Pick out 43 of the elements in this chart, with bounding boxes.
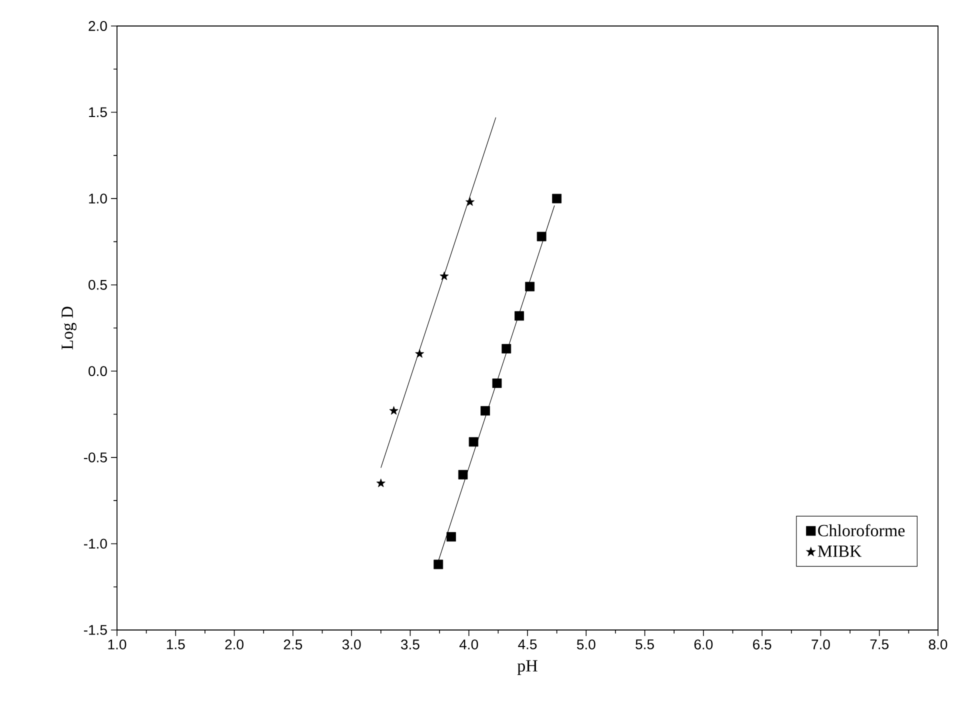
x-tick-label: 1.0 bbox=[108, 640, 126, 650]
point bbox=[434, 560, 444, 570]
x-tick-label: 3.5 bbox=[401, 640, 420, 650]
point bbox=[466, 197, 475, 206]
y-tick-label: 0.0 bbox=[88, 366, 107, 376]
x-tick-label: 2.0 bbox=[225, 640, 244, 650]
point bbox=[480, 406, 490, 416]
x-tick-label: 2.5 bbox=[284, 640, 302, 650]
x-tick-label: 4.0 bbox=[459, 640, 478, 650]
x-tick-label: 7.5 bbox=[870, 640, 889, 650]
x-tick-label: 1.5 bbox=[166, 640, 185, 650]
y-tick-label: -1.0 bbox=[84, 538, 107, 549]
y-tick-label: 2.0 bbox=[88, 21, 107, 31]
point bbox=[492, 378, 502, 388]
point bbox=[415, 349, 424, 358]
point bbox=[514, 311, 524, 321]
x-tick-label: 5.5 bbox=[636, 640, 654, 650]
x-tick-label: 3.0 bbox=[342, 640, 361, 650]
point bbox=[552, 194, 562, 204]
y-tick-label: 1.0 bbox=[89, 194, 107, 204]
point bbox=[389, 406, 398, 415]
point bbox=[458, 470, 468, 480]
y-tick-label: -0.5 bbox=[84, 452, 107, 462]
point bbox=[468, 437, 478, 447]
legend-label: Chloroforme bbox=[818, 524, 905, 536]
x-tick-label: 6.5 bbox=[753, 640, 772, 650]
y-tick-label: 0.5 bbox=[88, 280, 107, 290]
point bbox=[502, 344, 512, 354]
point bbox=[525, 282, 535, 292]
point bbox=[440, 272, 449, 280]
x-tick-label: 7.0 bbox=[812, 640, 830, 650]
point bbox=[376, 478, 386, 488]
x-tick-label: 8.0 bbox=[928, 640, 948, 650]
legend-label: MIBK bbox=[818, 546, 862, 557]
x-tick-label: 6.0 bbox=[694, 640, 713, 650]
y-tick-label: -1.5 bbox=[84, 625, 107, 635]
x-tick-label: 5.0 bbox=[576, 640, 596, 650]
y-axis-title: Log D bbox=[62, 306, 77, 350]
y-tick-label: 1.5 bbox=[89, 107, 107, 118]
point bbox=[536, 232, 546, 242]
point bbox=[446, 532, 456, 542]
x-tick-label: 4.5 bbox=[518, 640, 537, 650]
x-axis-title: pH bbox=[517, 660, 538, 676]
